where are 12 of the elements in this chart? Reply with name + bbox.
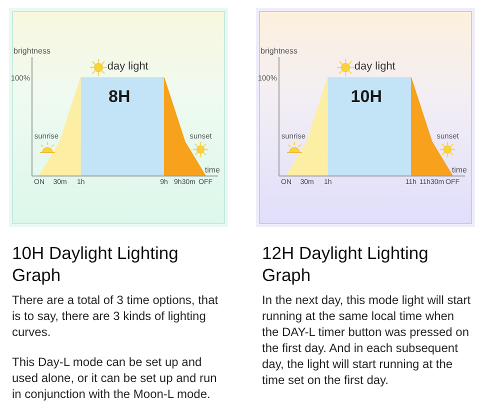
text: 12H Daylight Lighting Graph bbox=[262, 243, 428, 285]
y-axis-title: brightness bbox=[260, 46, 298, 56]
text: In the next day, this mode light will start running at the same local time when the DAY-L timer button was pressed on the first day. And in each subsequent day, the light will start running at the time set on the first day. bbox=[262, 293, 471, 387]
series-label: day light bbox=[354, 60, 396, 72]
annotation: 8H bbox=[108, 87, 130, 106]
series-label: day light bbox=[107, 60, 148, 72]
y-axis-title: brightness bbox=[14, 46, 50, 56]
text: 10H Daylight Lighting Graph bbox=[12, 243, 178, 285]
x-axis-title: time bbox=[452, 166, 467, 174]
text: There are a total of 3 time options, that is to say, there are 3 kinds of lighting curves. This Day-L mode can be set up and used alone, or it can be set up and run in conjunction with the Moon-L mode. bbox=[12, 293, 218, 401]
x-axis-title: time bbox=[204, 166, 220, 174]
annotation: 10H bbox=[350, 87, 382, 106]
